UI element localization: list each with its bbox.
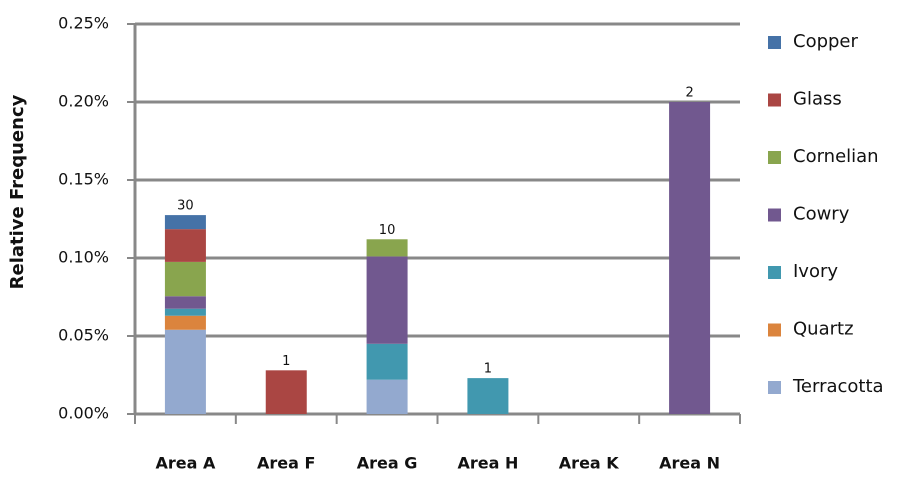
bar-segment [164,315,206,330]
bar-segment [164,296,206,309]
x-tick-label: Area N [659,454,720,473]
legend-swatch [768,381,781,394]
legend-swatch [768,208,781,222]
legend-label: Cowry [793,204,850,225]
bar-label: 1 [282,354,290,369]
bar-segment [164,308,206,316]
bar-label: 2 [685,86,693,101]
bar-segment [467,378,509,414]
bar-segment [164,215,206,230]
legend-label: Glass [793,89,842,110]
bar-label: 30 [177,199,194,214]
legend-swatch [768,36,781,49]
bar-segment [366,343,408,380]
bar-segment [164,229,206,262]
y-tick-label: 0.10% [58,248,109,267]
bar-segment [265,370,307,414]
y-tick-label: 0.00% [58,404,109,423]
x-tick-label: Area H [457,454,518,473]
bar-label: 10 [379,223,396,238]
y-tick-label: 0.15% [58,170,109,189]
y-tick-label: 0.20% [58,92,109,111]
legend-label: Terracotta [792,376,884,397]
legend-swatch [768,151,781,164]
x-tick-label: Area F [257,454,315,473]
legend-label: Cornelian [793,146,879,167]
y-tick-label: 0.25% [58,14,109,33]
bar-segment [366,379,408,414]
y-axis-label: Relative Frequency [7,94,28,289]
bar-segment [366,256,408,344]
legend-label: Ivory [793,261,838,282]
legend-swatch [768,93,781,107]
bar-label: 1 [484,362,492,377]
bar-segment [669,102,711,414]
y-tick-label: 0.05% [58,326,109,345]
bar-segment [366,239,408,257]
bar-segment [164,261,206,297]
legend-swatch [768,323,781,337]
bar-segment [164,329,206,414]
legend-label: Copper [793,31,859,52]
x-tick-label: Area G [357,454,418,473]
x-tick-label: Area A [155,454,215,473]
x-tick-label: Area K [559,454,619,473]
legend-label: Quartz [793,319,854,340]
legend-swatch [768,266,781,279]
